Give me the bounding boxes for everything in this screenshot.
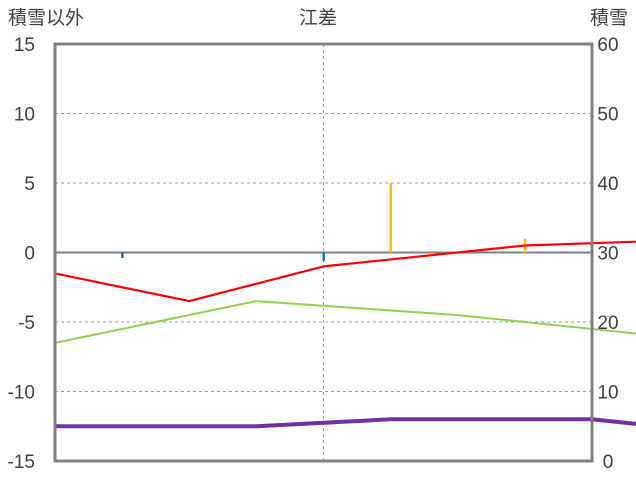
left-tick-label: 15 [14,35,35,56]
right-tick-label: 30 [597,244,618,265]
purple-series-line [55,417,636,429]
line-series [54,240,636,429]
blue-bar [322,252,325,261]
left-tick-label: 5 [24,174,35,195]
right-tick-label: 50 [597,105,618,126]
right-axis-label: 積雪 [590,7,628,29]
right-tick-label: 0 [603,452,614,473]
orange-bar [389,183,393,253]
left-tick-label: -15 [8,452,35,473]
right-tick-label: 10 [597,383,618,404]
left-tick-label: -5 [18,313,35,334]
right-tick-label: 40 [597,174,618,195]
red-series-line [54,240,636,303]
plot-frame [53,42,594,463]
frame-rect [53,42,594,463]
left-tick-label: 0 [24,244,35,265]
bar-series [121,183,527,261]
left-axis-label: 積雪以外 [8,7,84,29]
green-series-line [54,300,636,344]
left-tick-label: 10 [14,105,35,126]
right-tick-label: 60 [597,35,618,56]
chart-title: 江差 [299,7,337,29]
tick-labels: 151050-5-10-1560504030201001922252831369… [8,35,619,473]
blue-bar [121,252,124,259]
left-tick-label: -10 [8,383,35,404]
right-tick-label: 20 [597,313,618,334]
